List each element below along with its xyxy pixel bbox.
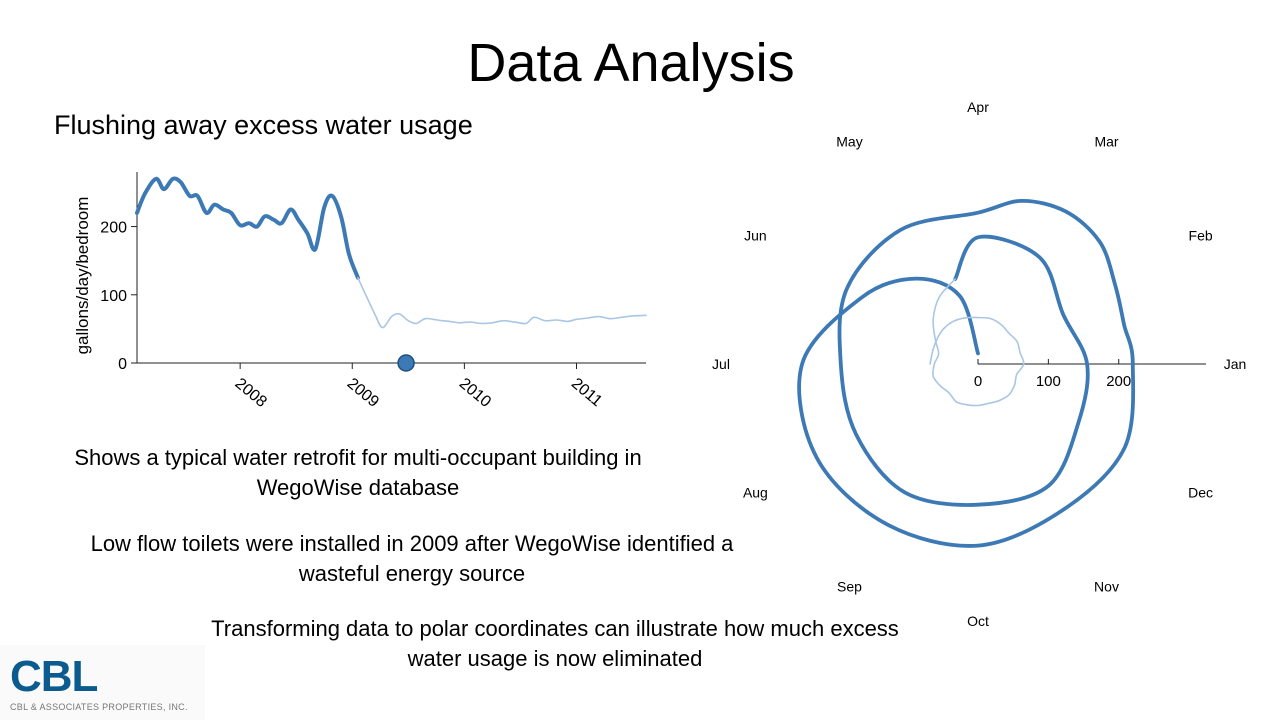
- series-line-1: [357, 276, 647, 329]
- caption-low-flow-toilets: Low flow toilets were installed in 2009 …: [90, 531, 734, 586]
- slide-title: Data Analysis: [467, 33, 795, 93]
- month-label-feb: Feb: [1189, 228, 1213, 244]
- month-label-apr: Apr: [967, 99, 989, 115]
- x-tick-label-2009: 2009: [344, 375, 382, 411]
- month-label-may: May: [836, 133, 862, 149]
- month-label-jan: Jan: [1224, 356, 1247, 372]
- retrofit-marker: [397, 354, 415, 372]
- x-tick-label-2010: 2010: [456, 375, 494, 411]
- water-usage-polar-chart: 0 100 200 Jan Feb Mar Apr May Jun Jul Aug Sep Oct Nov…: [712, 99, 1247, 629]
- caption-polar-coordinates: Transforming data to polar coordinates c…: [211, 616, 899, 671]
- polar-series-1: [929, 278, 1025, 407]
- month-label-oct: Oct: [967, 613, 989, 629]
- month-label-jul: Jul: [712, 356, 730, 372]
- slide-subtitle: Flushing away excess water usage: [54, 110, 473, 140]
- month-label-dec: Dec: [1188, 485, 1213, 501]
- month-label-mar: Mar: [1094, 133, 1118, 149]
- y-tick-label-0: 0: [118, 356, 127, 373]
- logo-mark: CBL: [10, 652, 98, 701]
- month-label-nov: Nov: [1094, 579, 1119, 595]
- company-logo: CBL CBL & ASSOCIATES PROPERTIES, INC.: [0, 645, 205, 720]
- y-axis-label: gallons/day/bedroom: [73, 197, 92, 355]
- month-label-sep: Sep: [837, 579, 862, 595]
- radial-tick-label-200: 200: [1106, 373, 1131, 390]
- logo-company-name: CBL & ASSOCIATES PROPERTIES, INC.: [10, 702, 188, 712]
- radial-tick-label-0: 0: [974, 373, 982, 390]
- caption-retrofit-description: Shows a typical water retrofit for multi…: [74, 445, 642, 500]
- x-tick-label-2008: 2008: [232, 375, 270, 411]
- y-tick-label-100: 100: [100, 288, 127, 305]
- month-label-aug: Aug: [743, 485, 768, 501]
- radial-tick-label-100: 100: [1036, 373, 1061, 390]
- water-usage-line-chart: 0 100 200 2008 2009 2010 2011 gallons/day/bedro…: [73, 172, 647, 411]
- x-tick-label-2011: 2011: [568, 375, 605, 410]
- y-tick-label-200: 200: [100, 220, 127, 237]
- polar-series-0: [797, 198, 1136, 548]
- series-line-0: [135, 176, 360, 280]
- month-label-jun: Jun: [744, 228, 767, 244]
